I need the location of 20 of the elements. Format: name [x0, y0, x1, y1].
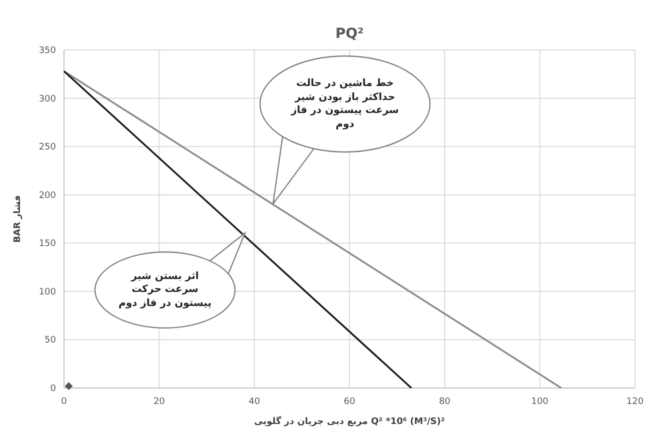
x-tick-label: 0	[61, 397, 68, 407]
y-tick-label: 0	[50, 384, 56, 394]
y-tick-label: 150	[38, 239, 56, 250]
x-tick-label: 20	[153, 397, 166, 407]
y-tick-label: 350	[38, 46, 56, 56]
chart-title: PQ²	[335, 26, 364, 42]
x-axis-title: مربع دبی جریان در گلویی Q² *10⁶ (M³/S)²	[254, 415, 445, 427]
y-tick-label: 50	[44, 336, 56, 346]
y-tick-label: 300	[38, 94, 56, 104]
y-tick-label: 200	[38, 190, 56, 201]
x-tick-label: 40	[248, 397, 260, 407]
x-tick-label: 80	[438, 397, 451, 407]
x-tick-label: 120	[626, 397, 644, 407]
annotation: اثر بستن شیر سرعت حرکت پیستون در فاز دوم	[118, 270, 212, 311]
annotation: خط ماشین در حالت حداکثر باز بودن شیر سرعت پیستون در فاز دوم	[290, 77, 400, 132]
y-tick-label: 100	[38, 287, 56, 298]
x-tick-label: 100	[531, 397, 549, 407]
y-axis-title: BAR فشار	[13, 195, 23, 243]
y-tick-label: 250	[38, 142, 56, 153]
x-tick-label: 60	[344, 397, 356, 407]
